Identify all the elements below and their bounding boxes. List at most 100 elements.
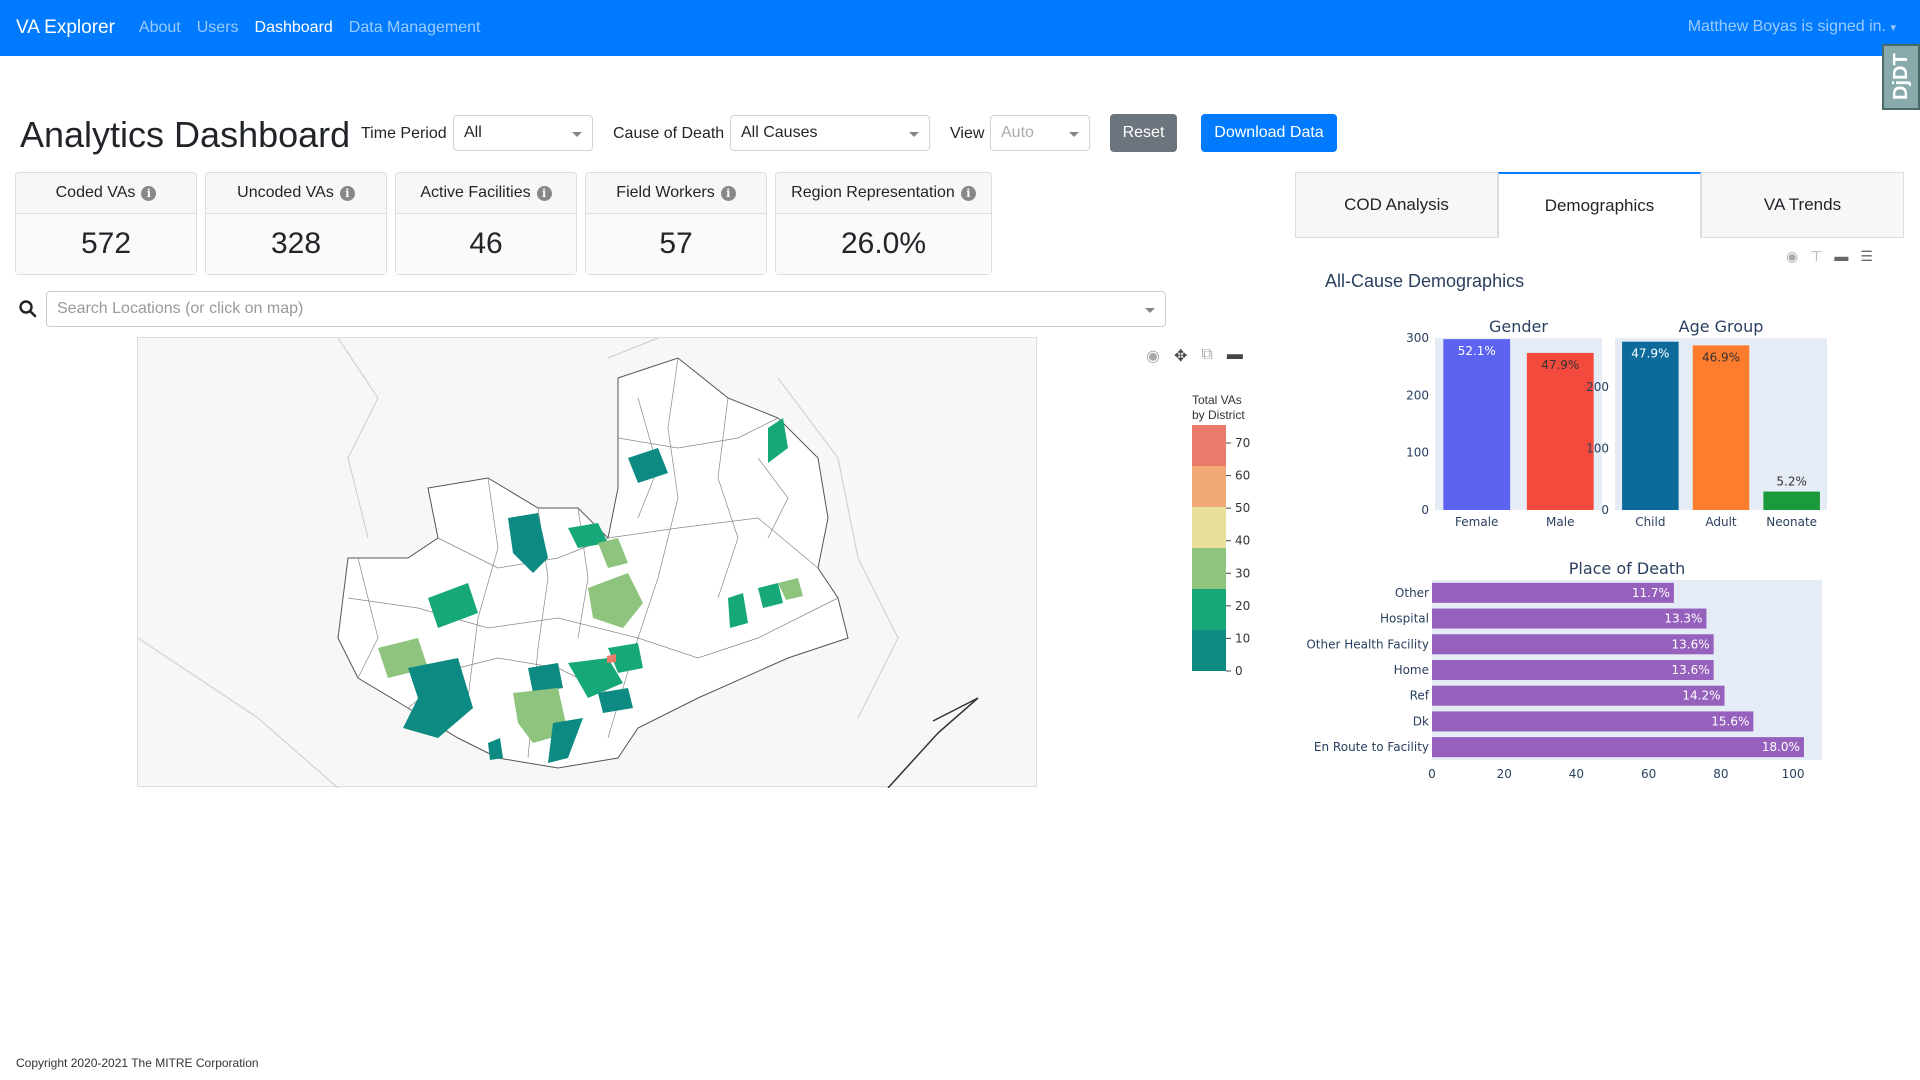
brand-link[interactable]: VA Explorer [16, 17, 115, 38]
data-label: 14.2% [1682, 689, 1720, 703]
y-tick-label: Other Health Facility [1306, 637, 1429, 651]
district-region[interactable] [608, 643, 643, 673]
nav-link-data-management[interactable]: Data Management [348, 19, 481, 36]
chevron-down-icon [909, 132, 919, 137]
cause-of-death-select[interactable]: All Causes [730, 115, 930, 151]
district-region[interactable] [728, 593, 748, 628]
district-region[interactable] [588, 573, 643, 628]
time-period-value: All [464, 124, 482, 141]
user-menu-dropdown[interactable]: Matthew Boyas is signed in. ▾ [1688, 18, 1896, 36]
nav-link-users[interactable]: Users [196, 19, 239, 36]
y-tick-label: 300 [1406, 331, 1429, 345]
bar[interactable] [1432, 737, 1804, 758]
border-line [337, 337, 379, 539]
copyright-text: Copyright 2020-2021 The MITRE Corporatio… [16, 1056, 259, 1070]
district-region[interactable] [548, 718, 583, 763]
tab-va-trends[interactable]: VA Trends [1701, 172, 1904, 238]
district-region[interactable] [628, 448, 668, 483]
x-tick-label: 20 [1497, 767, 1512, 781]
bar[interactable] [1622, 341, 1679, 510]
pan-icon[interactable]: ✥ [1173, 348, 1188, 365]
district-region[interactable] [488, 738, 503, 760]
demographics-title: All-Cause Demographics [1325, 271, 1525, 291]
legend-tick-label: 10 [1235, 631, 1250, 645]
district-region[interactable] [607, 654, 616, 663]
search-icon [19, 300, 37, 318]
download-data-button[interactable]: Download Data [1201, 114, 1337, 152]
data-label: 47.9% [1631, 347, 1669, 361]
data-label: 11.7% [1632, 586, 1670, 600]
bar[interactable] [1432, 711, 1754, 732]
x-tick-label: 60 [1641, 767, 1656, 781]
data-label: 52.1% [1458, 344, 1496, 358]
stat-card-label: Coded VAs [55, 184, 136, 201]
border-line [777, 377, 899, 719]
info-icon[interactable]: i [141, 185, 157, 201]
bar[interactable] [1432, 634, 1714, 655]
search-placeholder: Search Locations (or click on map) [57, 300, 304, 317]
autoscale-icon[interactable]: ⧉ [1201, 346, 1213, 363]
spike-lines-icon[interactable]: ⊤ [1810, 248, 1823, 264]
chevron-down-icon [1069, 132, 1079, 137]
bar[interactable] [1692, 345, 1750, 510]
district-region[interactable] [508, 513, 548, 573]
time-period-select[interactable]: All [453, 115, 593, 151]
bar[interactable] [1526, 352, 1594, 510]
district-map[interactable] [137, 337, 1038, 789]
demographics-charts[interactable]: Gender010020030052.1%Female47.9%MaleAge … [1295, 305, 1855, 785]
compare-hover-icon[interactable]: ▬ [1834, 248, 1849, 264]
stat-card-value: 328 [206, 214, 386, 274]
bar[interactable] [1432, 685, 1725, 706]
legend-swatch [1192, 630, 1226, 671]
chevron-down-icon [1145, 308, 1155, 313]
district-region[interactable] [768, 418, 788, 463]
camera-icon[interactable]: ◉ [1146, 348, 1160, 365]
bar[interactable] [1432, 582, 1674, 603]
tab-demographics[interactable]: Demographics [1498, 172, 1701, 238]
data-label: 15.6% [1711, 714, 1749, 728]
legend-tick-label: 60 [1235, 469, 1250, 483]
district-region[interactable] [428, 583, 478, 628]
plotly-logo-icon[interactable]: ▬ [1226, 346, 1243, 363]
closest-hover-icon[interactable]: ☰ [1860, 248, 1873, 264]
data-label: 5.2% [1776, 475, 1807, 489]
district-region[interactable] [568, 658, 623, 698]
district-region[interactable] [403, 658, 473, 738]
district-region[interactable] [528, 663, 563, 693]
info-icon[interactable]: i [960, 185, 976, 201]
bar[interactable] [1432, 659, 1714, 681]
nav-link-about[interactable]: About [138, 19, 181, 36]
tab-cod-analysis[interactable]: COD Analysis [1295, 172, 1498, 238]
chart-title: Gender [1489, 317, 1548, 336]
stat-card-label: Region Representation [791, 184, 955, 201]
bar[interactable] [1432, 608, 1707, 629]
view-select[interactable]: Auto [990, 115, 1090, 151]
map-canvas[interactable] [137, 337, 1038, 789]
y-tick-label: Dk [1413, 714, 1429, 728]
info-icon[interactable]: i [536, 185, 552, 201]
info-icon[interactable]: i [339, 185, 355, 201]
chevron-down-icon [572, 132, 582, 137]
stat-card-value: 26.0% [776, 214, 991, 274]
nav-link-dashboard[interactable]: Dashboard [254, 19, 333, 36]
data-label: 13.3% [1664, 612, 1702, 626]
info-icon[interactable]: i [720, 185, 736, 201]
data-label: 46.9% [1702, 350, 1740, 364]
district-region[interactable] [758, 583, 783, 608]
legend-title-line2: by District [1192, 408, 1245, 422]
district-region[interactable] [568, 523, 608, 548]
camera-icon[interactable]: ◉ [1786, 248, 1799, 264]
chart-modebar: ◉ ⊤ ▬ ☰ [1786, 248, 1873, 265]
district-region[interactable] [598, 688, 633, 713]
data-label: 47.9% [1541, 358, 1579, 372]
district-region[interactable] [778, 578, 803, 600]
bar[interactable] [1443, 339, 1511, 510]
district-region[interactable] [598, 538, 628, 568]
reset-button[interactable]: Reset [1110, 114, 1177, 152]
page-title: Analytics Dashboard [20, 114, 351, 155]
stat-card-coded-vas: Coded VAs i 572 [15, 172, 197, 275]
y-tick-label: Hospital [1380, 612, 1429, 626]
search-location-input[interactable]: Search Locations (or click on map) [46, 291, 1166, 327]
debug-toolbar-handle[interactable]: DjDT [1882, 44, 1920, 110]
bar[interactable] [1763, 491, 1820, 510]
